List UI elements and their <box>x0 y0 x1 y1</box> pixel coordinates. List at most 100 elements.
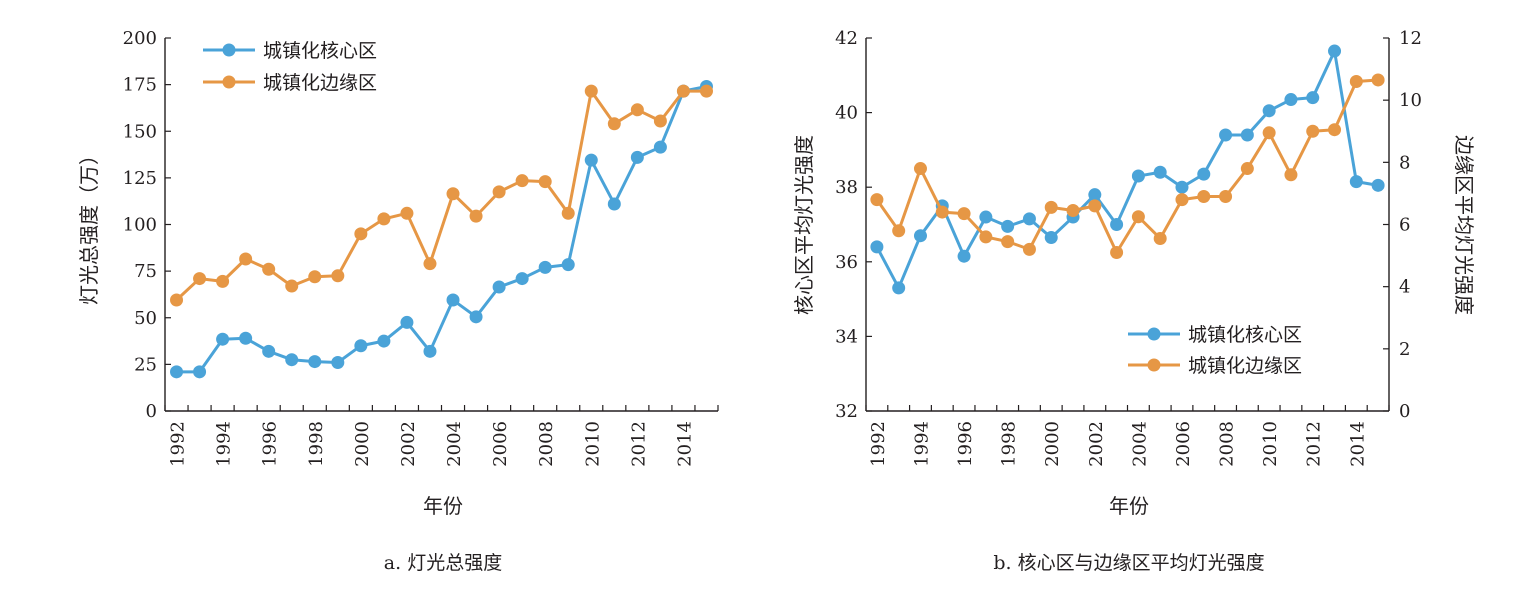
y-axis-label: 灯光总强度（万） <box>77 145 101 305</box>
x-tick-label: 2002 <box>398 421 419 467</box>
x-tick-label: 1996 <box>260 421 281 467</box>
data-point <box>1328 44 1342 58</box>
data-point <box>1219 190 1233 204</box>
y-tick-label: 34 <box>835 326 858 347</box>
y2-tick-label: 8 <box>1399 152 1410 173</box>
data-point <box>308 355 322 369</box>
data-point <box>1284 168 1298 182</box>
y2-tick-label: 10 <box>1399 90 1422 111</box>
data-point <box>262 344 276 358</box>
data-point <box>1349 175 1363 189</box>
data-point <box>538 260 552 274</box>
y2-tick-label: 6 <box>1399 215 1410 236</box>
data-point <box>1131 169 1145 183</box>
data-point <box>1240 162 1254 176</box>
data-point <box>354 339 368 353</box>
legend-swatch-marker <box>1147 327 1161 341</box>
y2-tick-label: 0 <box>1399 401 1410 422</box>
legend-item: 城镇化边缘区 <box>203 72 377 94</box>
data-point <box>1022 212 1036 226</box>
data-point <box>1066 204 1080 218</box>
y-tick-label: 125 <box>123 168 157 189</box>
x-tick-label: 2000 <box>1042 421 1063 467</box>
chart-caption: a. 灯光总强度 <box>384 552 502 574</box>
x-tick-label-group: 2014 <box>674 421 695 467</box>
x-tick-label: 2014 <box>1347 421 1368 467</box>
y-tick-label: 38 <box>835 177 858 198</box>
data-point <box>870 193 884 207</box>
x-tick-label-group: 2004 <box>1129 421 1150 467</box>
data-point <box>1197 190 1211 204</box>
data-point <box>1328 123 1342 137</box>
data-point <box>1306 91 1320 105</box>
data-point <box>285 353 299 367</box>
chart-caption: b. 核心区与边缘区平均灯光强度 <box>993 552 1264 574</box>
x-tick-label-group: 2000 <box>352 421 373 467</box>
y-tick-label: 75 <box>134 261 157 282</box>
series-edge <box>170 84 713 307</box>
x-tick-label-group: 2000 <box>1042 421 1063 467</box>
data-point <box>1044 231 1058 245</box>
x-tick-label-group: 1994 <box>911 421 932 467</box>
data-point <box>957 249 971 263</box>
x-tick-label: 1992 <box>868 421 889 467</box>
x-tick-label-group: 1992 <box>168 421 189 467</box>
x-tick-label-group: 2014 <box>1347 421 1368 467</box>
data-point <box>676 84 690 98</box>
x-tick-label-group: 1996 <box>260 421 281 467</box>
data-point <box>1001 219 1015 233</box>
data-point <box>515 174 529 188</box>
data-point <box>331 356 345 370</box>
x-tick-label: 1992 <box>168 421 189 467</box>
data-point <box>400 315 414 329</box>
x-tick-label-group: 2002 <box>398 421 419 467</box>
x-tick-label-group: 1998 <box>999 421 1020 467</box>
x-tick-label: 2012 <box>628 421 649 467</box>
x-tick-label: 2002 <box>1086 421 1107 467</box>
data-point <box>607 117 621 131</box>
data-point <box>935 205 949 219</box>
legend-label: 城镇化核心区 <box>263 40 377 62</box>
data-point <box>561 206 575 220</box>
x-tick-label-group: 2006 <box>1173 421 1194 467</box>
data-point <box>892 281 906 295</box>
y-axis-label: 核心区平均灯光强度 <box>792 135 816 315</box>
data-point <box>1022 242 1036 256</box>
data-point <box>630 150 644 164</box>
y-tick-label: 200 <box>123 28 157 49</box>
data-point <box>469 209 483 223</box>
legend-swatch-marker <box>222 75 236 89</box>
x-tick-label-group: 2012 <box>1304 421 1325 467</box>
data-point <box>193 272 207 286</box>
series-line <box>175 89 707 302</box>
x-tick-label: 1996 <box>955 421 976 467</box>
data-point <box>1349 75 1363 89</box>
data-point <box>653 114 667 128</box>
y-tick-label: 36 <box>835 252 858 273</box>
data-point <box>239 331 253 345</box>
data-point <box>400 206 414 220</box>
x-tick-label: 2010 <box>1260 421 1281 467</box>
y2-axis-label: 边缘区平均灯光强度 <box>1452 135 1476 315</box>
x-axis-label: 年份 <box>1109 494 1149 518</box>
data-point <box>446 293 460 307</box>
x-tick-label: 2014 <box>674 421 695 467</box>
x-tick-label-group: 2010 <box>1260 421 1281 467</box>
legend-item: 城镇化边缘区 <box>1128 355 1302 377</box>
data-point <box>653 140 667 154</box>
data-point <box>1175 193 1189 207</box>
data-point <box>1371 178 1385 192</box>
x-tick-label: 2008 <box>1217 421 1238 467</box>
series-edge <box>870 73 1385 259</box>
series-core <box>870 44 1385 295</box>
x-tick-label: 2012 <box>1304 421 1325 467</box>
data-point <box>515 272 529 286</box>
chart-panel-b: 核心区平均灯光强度 边缘区平均灯光强度 年份 b. 核心区与边缘区平均灯光强度 … <box>792 28 1476 574</box>
data-point <box>913 162 927 176</box>
y-tick-label: 40 <box>835 103 858 124</box>
x-tick-label-group: 1998 <box>306 421 327 467</box>
x-tick-label-group: 1996 <box>955 421 976 467</box>
data-point <box>216 332 230 346</box>
data-point <box>492 280 506 294</box>
data-point <box>1088 199 1102 213</box>
